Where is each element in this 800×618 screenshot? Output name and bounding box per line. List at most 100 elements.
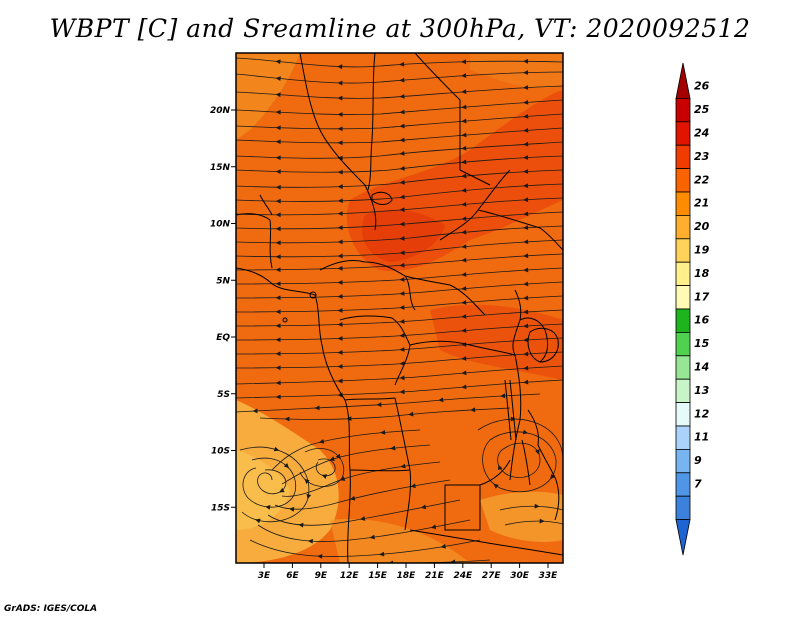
- streamline-arrow: [284, 416, 290, 422]
- colorbar-label: 12: [694, 407, 710, 420]
- streamline-arrow: [337, 364, 343, 369]
- colorbar-label: 14: [694, 361, 709, 374]
- lat-label: 15S: [211, 503, 230, 513]
- streamline-arrow: [337, 198, 343, 204]
- colorbar-segment: [675, 331, 691, 357]
- streamline-arrow: [399, 389, 405, 395]
- colorbar-segment: [675, 308, 691, 333]
- streamline-arrow: [275, 267, 281, 273]
- streamline-arrows: [252, 58, 556, 563]
- map-plot-area: [236, 53, 563, 563]
- streamline-arrow: [399, 123, 405, 129]
- streamline-arrow: [255, 518, 261, 524]
- streamline-arrow: [337, 322, 343, 327]
- streamline-arrow: [523, 337, 529, 343]
- streamline-arrow: [275, 281, 281, 287]
- streamline-arrow: [523, 281, 529, 287]
- streamline-arrow: [275, 394, 281, 400]
- streamline-arrow: [408, 411, 414, 417]
- streamline-arrow: [318, 438, 325, 444]
- lon-label: 21E: [425, 571, 445, 581]
- streamline-arrow: [337, 80, 343, 86]
- streamline-arrow: [275, 380, 281, 386]
- streamline-arrow: [523, 239, 529, 245]
- streamline-arrow: [522, 429, 529, 435]
- lat-label: 10N: [210, 220, 231, 230]
- lon-label: 27E: [482, 571, 502, 581]
- streamline-arrow: [461, 159, 467, 165]
- streamline-arrow: [337, 308, 343, 313]
- streamline-arrow: [523, 309, 529, 315]
- colorbar-label: 9: [694, 454, 702, 467]
- streamline-arrow: [376, 402, 382, 408]
- lon-label: 9E: [315, 571, 328, 581]
- streamline-arrow: [510, 416, 516, 422]
- colorbar-segment: [675, 98, 691, 123]
- streamline-arrow: [523, 70, 529, 75]
- colorbar: [675, 62, 691, 556]
- map-frame: [235, 52, 564, 564]
- lon-label: 3E: [258, 571, 271, 581]
- streamline-arrow: [252, 408, 258, 414]
- streamline-arrow: [337, 211, 343, 216]
- latitude-axis: 20N 15N 10N 5N EQ 5S 10S 15S: [210, 106, 236, 513]
- streamline-arrow: [275, 323, 281, 329]
- streamline-arrow: [399, 262, 405, 268]
- streamline-arrow: [461, 384, 467, 390]
- colorbar-label: 26: [694, 80, 710, 93]
- streamline-arrow: [390, 445, 396, 451]
- colorbar-segment: [675, 378, 691, 404]
- streamline-arrow: [275, 240, 281, 246]
- colorbar-segment: [675, 425, 691, 450]
- colorbar-segment: [675, 121, 691, 146]
- streamline-arrow: [307, 538, 313, 544]
- streamline-arrow: [461, 216, 467, 222]
- streamline-arrow: [275, 212, 281, 218]
- streamline-arrow: [450, 559, 456, 563]
- streamline-arrow: [539, 518, 545, 524]
- streamline-arrow: [461, 59, 467, 65]
- streamline-arrow: [317, 553, 323, 559]
- streamline-arrow: [380, 429, 386, 435]
- streamline-arrow: [337, 64, 343, 70]
- streamline-arrow: [399, 179, 405, 185]
- streamline-arrow: [337, 184, 343, 189]
- streamline-arrow: [493, 483, 499, 489]
- streamline-arrow: [523, 85, 529, 90]
- streamline-arrow: [337, 169, 343, 175]
- streamline-arrow: [523, 58, 529, 64]
- streamline-arrow: [461, 370, 467, 376]
- colorbar-segment: [675, 191, 691, 216]
- streamline-arrow: [337, 126, 343, 132]
- streamline-arrow: [275, 365, 281, 371]
- streamline-arrow: [461, 257, 467, 263]
- streamline-arrow: [440, 543, 446, 549]
- streamline-arrow: [275, 76, 281, 82]
- streamline-arrow: [399, 250, 405, 256]
- streamline-arrow: [369, 534, 375, 540]
- cool-region-nw: [236, 53, 300, 140]
- colorbar-segment: [675, 519, 691, 556]
- streamline-arrow: [534, 503, 540, 509]
- colorbar-segment: [675, 495, 691, 521]
- streamline-arrow: [275, 139, 281, 145]
- streamline-arrow: [337, 378, 343, 384]
- streamline-arrow: [461, 73, 467, 78]
- colorbar-segment: [675, 472, 691, 497]
- cool-region-se: [480, 491, 563, 542]
- streamline-arrow: [461, 118, 467, 124]
- colorbar-label: 24: [694, 127, 709, 140]
- streamline-arrow: [304, 478, 310, 484]
- streamline-arrow: [337, 239, 343, 245]
- colorbar-label: 21: [694, 197, 709, 210]
- streamline-arrow: [275, 351, 281, 357]
- streamline-arrow: [399, 236, 405, 241]
- streamline-arrow: [438, 397, 444, 403]
- streamline-arrow: [337, 265, 343, 271]
- streamline-arrow: [337, 336, 343, 341]
- streamline-arrow: [275, 309, 281, 315]
- streamline-arrow: [399, 347, 405, 352]
- streamline-arrow: [399, 61, 405, 67]
- streamline-arrow: [337, 225, 343, 231]
